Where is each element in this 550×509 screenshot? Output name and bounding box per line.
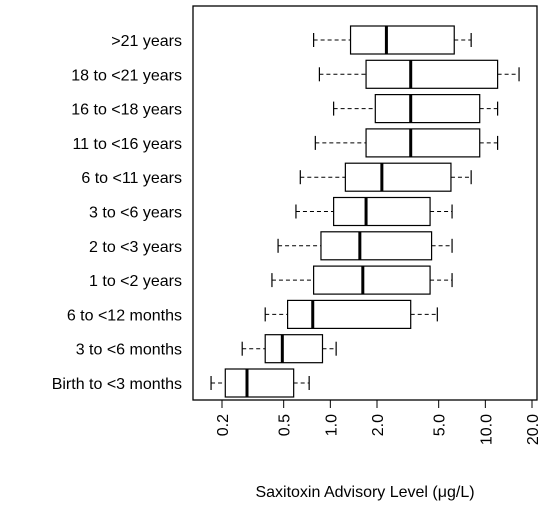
category-label: 1 to <2 years: [89, 273, 182, 290]
iqr-box: [224, 368, 295, 398]
iqr-box: [365, 59, 499, 89]
x-tick-label: 5.0: [432, 414, 449, 436]
x-axis: 0.2 0.5 1.0 2.0 5.0 10.0 20.0: [215, 399, 542, 445]
category-label: 2 to <3 years: [89, 239, 182, 256]
box-group: [314, 128, 499, 158]
box-group: [299, 162, 472, 192]
iqr-box: [264, 334, 324, 364]
category-labels: Birth to <3 months 3 to <6 months 6 to <12…: [52, 33, 182, 393]
iqr-box: [365, 128, 481, 158]
iqr-box: [287, 299, 412, 329]
iqr-box: [320, 231, 433, 261]
category-label: >21 years: [111, 33, 182, 50]
boxes-layer: [210, 25, 520, 398]
category-label: 11 to <16 years: [72, 136, 182, 153]
box-group: [313, 25, 472, 55]
x-tick-label: 2.0: [370, 414, 387, 436]
iqr-box: [349, 25, 455, 55]
x-axis-label: Saxitoxin Advisory Level (μg/L): [255, 484, 474, 501]
category-label: 16 to <18 years: [71, 102, 182, 119]
category-label: Birth to <3 months: [52, 376, 182, 393]
category-label: 6 to <12 months: [67, 307, 182, 324]
iqr-box: [344, 162, 452, 192]
category-label: 18 to <21 years: [71, 67, 182, 84]
box-group: [318, 59, 520, 89]
x-tick-label: 1.0: [323, 414, 340, 436]
box-group: [241, 334, 337, 364]
iqr-box: [333, 196, 431, 227]
box-group: [264, 299, 438, 329]
iqr-box: [374, 93, 481, 124]
x-tick-label: 10.0: [478, 414, 495, 445]
category-label: 3 to <6 years: [89, 205, 182, 222]
box-group: [333, 93, 499, 124]
x-tick-label: 0.2: [215, 414, 232, 436]
box-group: [210, 368, 310, 398]
iqr-box: [313, 265, 431, 295]
x-tick-label: 0.5: [277, 414, 294, 436]
x-tick-label: 20.0: [525, 414, 542, 445]
category-label: 3 to <6 months: [76, 342, 182, 359]
category-label: 6 to <11 years: [81, 170, 182, 187]
box-group: [295, 196, 453, 227]
box-group: [271, 265, 453, 295]
box-group: [277, 231, 453, 261]
